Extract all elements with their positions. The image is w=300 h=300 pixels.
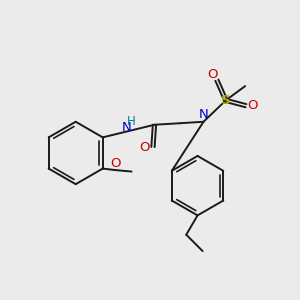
- Text: O: O: [140, 140, 150, 154]
- Text: N: N: [121, 121, 131, 134]
- Text: H: H: [127, 115, 135, 128]
- Text: S: S: [221, 94, 231, 107]
- Text: N: N: [199, 108, 208, 121]
- Text: O: O: [207, 68, 218, 81]
- Text: O: O: [110, 157, 121, 170]
- Text: O: O: [247, 99, 258, 112]
